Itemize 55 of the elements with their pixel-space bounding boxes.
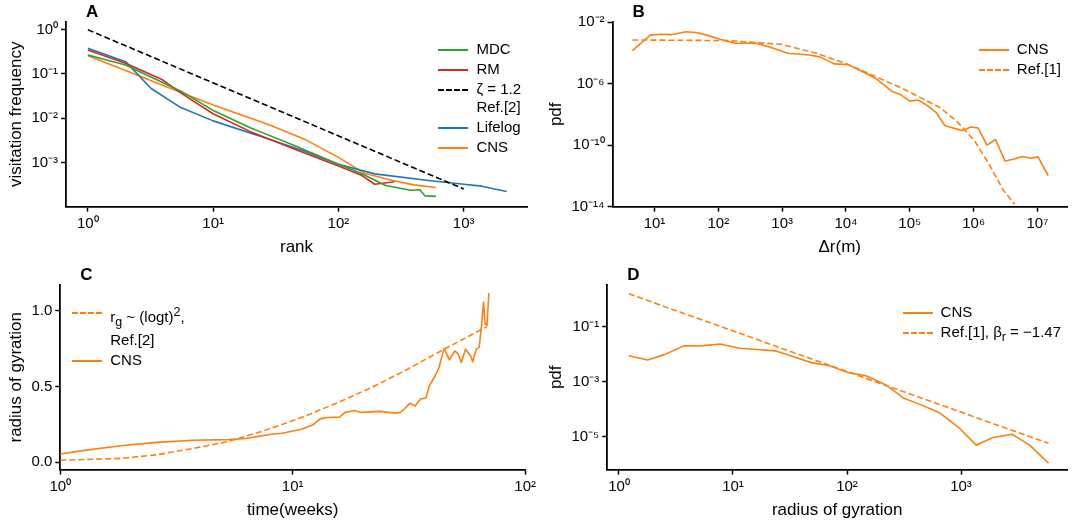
legend-label: Lifelog (476, 118, 521, 136)
chart-title: D (627, 265, 640, 285)
y-tick-label: 10⁻⁵ (571, 426, 600, 444)
legend-label: CNS (476, 138, 509, 156)
x-tick-label: 10¹ (643, 213, 666, 231)
legend-label: MDC (476, 40, 511, 58)
x-tick-label: 10¹ (202, 213, 224, 231)
x-tick-label: 10⁰ (49, 476, 72, 494)
y-tick-label: 10⁻⁶ (576, 73, 605, 91)
x-axis-title: radius of gyration (771, 500, 903, 520)
x-axis-title: rank (280, 237, 314, 257)
x-tick-label: 10² (327, 213, 350, 231)
x-tick-label: 10³ (771, 213, 793, 231)
x-tick-label: 10² (836, 476, 858, 494)
x-tick-label: 10⁶ (962, 213, 986, 231)
text: r$_{g}$ ~ (logt)$^{2}$, Ref.[2] (110, 305, 185, 348)
y-tick-label: 10⁻¹⁰ (572, 135, 605, 153)
x-axis-title: time(weeks) (246, 500, 339, 520)
y-axis-title: pdf (545, 365, 565, 390)
y-tick-label: 10⁻³ (572, 371, 600, 389)
x-tick-label: 10¹ (722, 476, 744, 494)
y-tick-label: 10⁻² (31, 108, 59, 126)
chart-title: B (632, 2, 645, 22)
y-tick-label: 10⁻¹⁴ (571, 196, 605, 214)
x-tick-label: 10² (707, 213, 730, 231)
y-axis-title: pdf (545, 102, 565, 127)
y-tick-label: 10⁻¹ (31, 64, 59, 82)
legend-label: RM (476, 60, 500, 78)
legend-label: CNS (940, 303, 973, 321)
x-tick-label: 10⁰ (77, 213, 99, 231)
x-tick-label: 10³ (452, 213, 475, 231)
y-tick-label: 10⁻³ (31, 152, 59, 170)
legend-label: Ref.[1], β$_{r}$ = −1.47 (940, 323, 1061, 346)
y-tick-label: 1.0 (31, 300, 53, 318)
legend-label: CNS (110, 351, 142, 369)
y-tick-label: 0.0 (31, 452, 53, 470)
y-axis-title: radius of gyration (5, 312, 25, 443)
x-tick-label: 10⁵ (898, 213, 922, 231)
x-tick-label: 10² (514, 476, 536, 494)
y-tick-label: 10⁻¹ (572, 316, 600, 334)
y-tick-label: 10⁻² (577, 12, 605, 30)
y-tick-label: 0.5 (31, 376, 53, 394)
chart-title: C (80, 265, 93, 285)
chart-title: A (86, 2, 99, 22)
legend-label: Ref.[1] (1016, 60, 1061, 78)
legend-label: CNS (1016, 40, 1049, 58)
x-tick-label: 10⁴ (834, 213, 858, 231)
x-tick-label: 10¹ (281, 476, 304, 494)
legend-label: ζ = 1.2 Ref.[2] (476, 80, 521, 116)
x-tick-label: 10³ (950, 476, 972, 494)
x-axis-title: Δr(m) (818, 237, 862, 257)
x-tick-label: 10⁰ (608, 476, 630, 494)
y-axis-title: visitation frequency (5, 41, 25, 188)
x-tick-label: 10⁷ (1026, 213, 1049, 231)
y-tick-label: 10⁰ (36, 19, 59, 37)
